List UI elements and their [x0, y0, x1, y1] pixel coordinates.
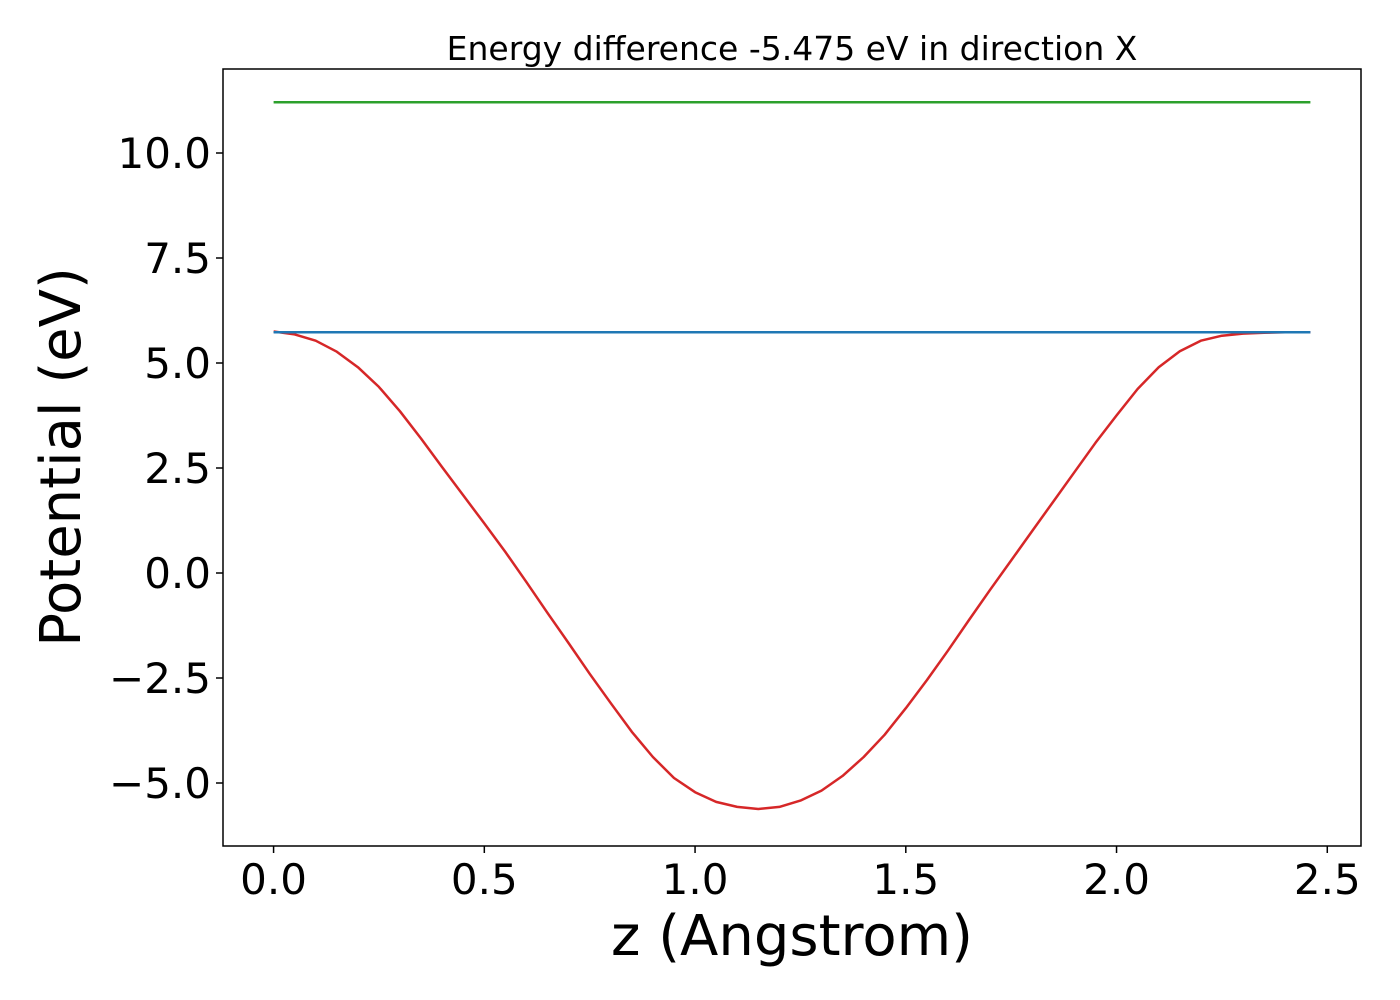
chart-title: Energy difference -5.475 eV in direction… — [447, 29, 1138, 68]
y-tick-label: 0.0 — [144, 549, 211, 598]
plot-area — [222, 68, 1362, 847]
x-axis-label: z (Angstrom) — [611, 904, 973, 969]
y-axis: −5.0 −2.5 0.0 2.5 5.0 7.5 10.0 — [109, 129, 223, 808]
x-tick-label: 1.0 — [662, 855, 729, 904]
y-tick-label: 5.0 — [144, 339, 211, 388]
series-layer — [273, 100, 1311, 811]
x-tick-label: 0.5 — [451, 855, 518, 904]
plot-frame — [222, 68, 1362, 847]
y-tick-label: −2.5 — [109, 654, 211, 703]
x-tick-label: 2.5 — [1294, 855, 1361, 904]
y-axis-label: Potential (eV) — [29, 267, 94, 647]
y-tick-label: −5.0 — [109, 759, 211, 808]
x-tick-label: 2.0 — [1083, 855, 1150, 904]
y-tick-label: 10.0 — [117, 129, 211, 178]
x-tick-label: 0.0 — [240, 855, 307, 904]
y-tick-label: 7.5 — [144, 234, 211, 283]
x-axis: 0.0 0.5 1.0 1.5 2.0 2.5 — [240, 846, 1361, 904]
series-line-0 — [273, 330, 1311, 811]
y-tick-label: 2.5 — [144, 444, 211, 493]
x-tick-label: 1.5 — [872, 855, 939, 904]
